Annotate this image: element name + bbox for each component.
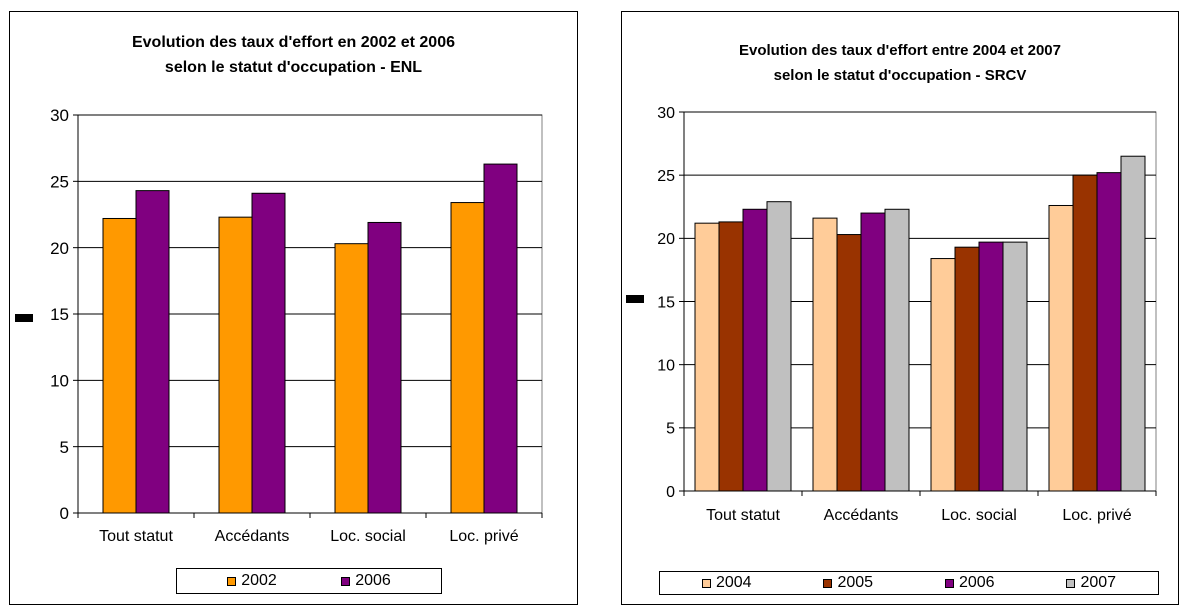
bar-2006-4: [483, 163, 518, 514]
side-marker: [15, 314, 33, 322]
y-tick-label: 0: [60, 504, 69, 523]
legend-label-2006: 2006: [355, 572, 391, 589]
y-tick-label: 0: [666, 484, 675, 501]
y-tick-label: 30: [657, 105, 675, 122]
bar-2007-2: [884, 208, 910, 492]
bar-2005-2: [836, 234, 862, 492]
legend-label-2006: 2006: [958, 574, 995, 591]
x-tick-label: Loc. privé: [1062, 507, 1131, 524]
legend-item-2006: 2006: [341, 572, 391, 590]
y-tick-label: 25: [657, 168, 675, 185]
x-tick-label: Accédants: [215, 528, 290, 545]
chart-title: Evolution des taux d'effort en 2002 et 2…: [10, 30, 577, 80]
bar-2004-2: [812, 217, 838, 492]
bar-2006-2: [860, 212, 886, 492]
bar-2002-4: [450, 202, 485, 514]
y-tick-label: 5: [60, 438, 69, 457]
chart-title-line-1: Evolution des taux d'effort en 2002 et 2…: [131, 34, 455, 51]
y-tick-label: 20: [50, 239, 69, 258]
y-tick-label: 10: [50, 371, 69, 390]
legend-label-2005: 2005: [837, 574, 874, 591]
bar-2007-4: [1120, 155, 1146, 492]
legend-swatch-2004: [701, 578, 711, 588]
y-tick-label: 5: [666, 421, 675, 438]
y-tick-label: 10: [657, 357, 675, 374]
legend-swatch-2005: [823, 578, 833, 588]
bar-2002-2: [218, 216, 253, 514]
x-tick-label: Accédants: [824, 507, 899, 524]
chart-panel-enl: Evolution des taux d'effort en 2002 et 2…: [9, 11, 578, 605]
x-tick-label: Tout statut: [706, 507, 780, 524]
y-tick-label: 25: [50, 172, 69, 191]
legend-swatch-2002: [227, 576, 237, 586]
bar-2007-1: [766, 201, 792, 492]
chart-legend: 2004 2005 2006 2007: [659, 571, 1159, 595]
chart-legend: 2002 2006: [176, 568, 442, 594]
legend-swatch-2007: [1066, 578, 1076, 588]
legend-label-2007: 2007: [1080, 574, 1117, 591]
bar-2007-3: [1002, 241, 1028, 492]
x-tick-label: Loc. social: [941, 507, 1017, 524]
legend-label-2004: 2004: [715, 574, 752, 591]
bar-2002-3: [334, 243, 369, 514]
chart-title: Evolution des taux d'effort entre 2004 e…: [622, 38, 1178, 88]
chart-title-line-2: selon le statut d'occupation - SRCV: [773, 67, 1027, 84]
bar-2006-3: [978, 241, 1004, 492]
chart-panel-srcv: Evolution des taux d'effort entre 2004 e…: [621, 11, 1179, 605]
legend-item-2006: 2006: [944, 574, 995, 592]
chart-title-line-1: Evolution des taux d'effort entre 2004 e…: [738, 42, 1061, 59]
bar-2005-4: [1072, 174, 1098, 492]
legend-item-2004: 2004: [701, 574, 752, 592]
legend-label-2002: 2002: [241, 572, 277, 589]
bar-2006-2: [251, 192, 286, 514]
bar-2006-1: [135, 190, 170, 514]
legend-item-2007: 2007: [1066, 574, 1116, 592]
legend-item-2002: 2002: [227, 572, 277, 590]
legend-swatch-2006: [944, 578, 954, 588]
legend-item-2005: 2005: [823, 574, 873, 592]
x-tick-label: Tout statut: [99, 528, 173, 545]
chart-title-line-2: selon le statut d'occupation - ENL: [164, 59, 423, 76]
y-tick-label: 15: [50, 305, 69, 324]
bar-2006-4: [1096, 172, 1122, 492]
bar-2004-3: [930, 258, 956, 492]
x-tick-label: Loc. privé: [449, 528, 518, 545]
bar-chart-enl: 0 5 10 15 20 25 30 Tout statut Accédants Loc. soc…: [50, 106, 543, 545]
bar-2006-3: [367, 221, 402, 514]
bar-2005-3: [954, 246, 980, 492]
bar-chart-srcv: 0 5 10 15 20 25 30 Tout statut Accédants Loc. soc…: [657, 105, 1157, 524]
y-tick-label: 30: [50, 106, 69, 125]
bar-2004-4: [1048, 204, 1074, 492]
bar-2004-1: [694, 222, 720, 492]
x-tick-label: Loc. social: [330, 528, 406, 545]
bar-2005-1: [718, 221, 744, 492]
bar-2006-1: [742, 208, 768, 492]
legend-swatch-2006: [341, 576, 351, 586]
side-marker: [626, 295, 644, 303]
y-tick-label: 20: [657, 231, 675, 248]
y-tick-label: 15: [657, 294, 675, 311]
bar-2002-1: [102, 217, 137, 514]
